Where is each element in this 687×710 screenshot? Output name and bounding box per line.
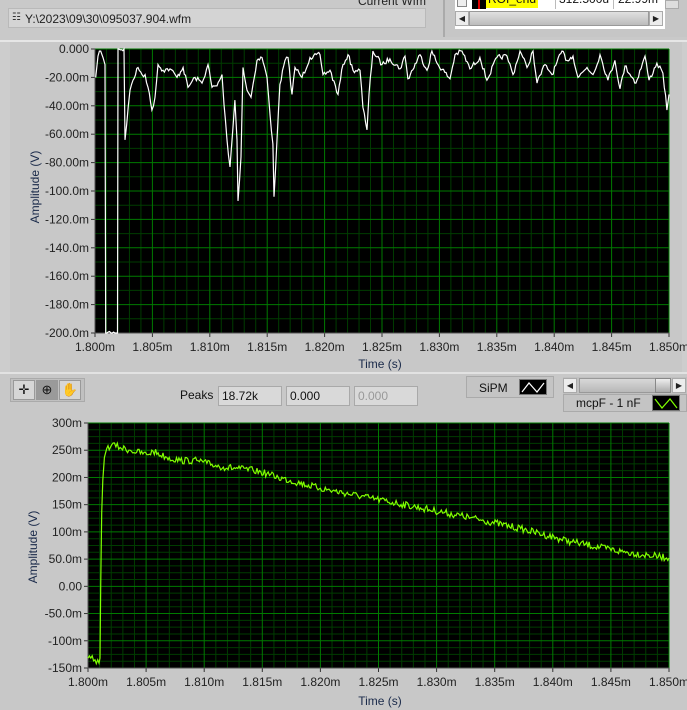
mcpf-line-style-icon [652, 395, 680, 411]
legend-item-sipm[interactable]: SiPM [466, 376, 554, 398]
file-path-icon: ☷ [12, 12, 21, 23]
scroll-thumb[interactable] [469, 11, 649, 26]
y-tick-label: -100.0m [45, 184, 89, 198]
color-swatch [472, 0, 486, 9]
cursor-crosshair-icon[interactable]: ✛ [13, 380, 35, 400]
x-tick-label: 1.840m [534, 340, 574, 354]
y-tick-label: -180.0m [45, 298, 89, 312]
y-tick-label: 100m [52, 525, 82, 539]
file-path-field[interactable]: ☷ Y:\2023\09\30\095037.904.wfm [8, 8, 426, 28]
x-tick-label: 1.810m [184, 675, 224, 689]
x-tick-label: 1.805m [132, 340, 172, 354]
y-tick-label: 0.000 [59, 42, 89, 56]
x-tick-label: 1.835m [477, 340, 517, 354]
x-tick-label: 1.800m [68, 675, 108, 689]
x-tick-label: 1.835m [475, 675, 515, 689]
vertical-scrollbar[interactable] [665, 0, 679, 9]
y-tick-label: -150m [48, 661, 82, 675]
x-tick-label: 1.800m [75, 340, 115, 354]
roi-name-cell[interactable]: ROI_end [486, 0, 539, 8]
peaks-field-3[interactable]: 0.000 [354, 386, 418, 406]
y-tick-label: 250m [52, 443, 82, 457]
y-tick-label: -120.0m [45, 212, 89, 226]
y-tick-label: -40.00m [45, 99, 89, 113]
x-tick-label: 1.805m [126, 675, 166, 689]
legend-scroll-right-icon[interactable]: ▶ [672, 378, 686, 393]
x-tick-label: 1.825m [362, 340, 402, 354]
graph-toolbar: ✛ ⊕ ✋ Peaks 18.72k 0.000 0.000 SiPM ◀ ▶ … [0, 372, 687, 414]
y-tick-label: 0.00 [59, 579, 83, 593]
roi-value2-cell[interactable]: 22.99m [618, 0, 658, 8]
legend-item-mcpf[interactable]: mcpF - 1 nF [563, 394, 687, 412]
legend-scroll-thumb[interactable] [655, 378, 671, 393]
x-tick-label: 1.815m [247, 340, 287, 354]
sipm-waveform-graph[interactable]: 1.800m 1.805m 1.810m 1.815m 1.820m 1.825m 1.83… [0, 0, 687, 372]
scroll-left-arrow-icon[interactable]: ◀ [455, 11, 469, 26]
y-tick-label: -60.00m [45, 127, 89, 141]
x-tick-label: 1.810m [190, 340, 230, 354]
x-axis-title: Time (s) [358, 357, 402, 371]
top-strip: Current Wfm ☷ Y:\2023\09\30\095037.904.w… [0, 0, 687, 42]
sipm-line-style-icon [519, 379, 547, 395]
roi-table-panel: ROI_end 312.500u 22.99m ◀ ▶ [443, 0, 687, 37]
current-wfm-label: Current Wfm [358, 0, 427, 8]
roi-table[interactable]: ROI_end 312.500u 22.99m [455, 0, 665, 9]
x-tick-label: 1.830m [417, 675, 457, 689]
y-tick-label: 50.0m [49, 552, 82, 566]
x-tick-label: 1.825m [358, 675, 398, 689]
y-tick-label: -160.0m [45, 269, 89, 283]
x-axis-title: Time (s) [358, 694, 402, 708]
y-tick-label: -100m [48, 634, 82, 648]
y-tick-label: -50.0m [45, 607, 82, 621]
trace-mcpf-1-nf [87, 441, 670, 666]
y-tick-label: 150m [52, 498, 82, 512]
y-tick-label: 300m [52, 416, 82, 430]
y-tick-label: -80.00m [45, 156, 89, 170]
y-tick-label: -200.0m [45, 326, 89, 340]
roi-value1-cell[interactable]: 312.500u [559, 0, 609, 8]
legend-scrollbar[interactable]: ◀ ▶ [563, 377, 687, 394]
x-tick-label: 1.845m [592, 340, 632, 354]
y-tick-label: -140.0m [45, 241, 89, 255]
x-tick-label: 1.840m [533, 675, 573, 689]
legend-label-mcpf: mcpF - 1 nF [576, 396, 641, 410]
row-checkbox[interactable] [457, 0, 467, 7]
peaks-field-1[interactable]: 18.72k [218, 386, 282, 406]
y-tick-label: -20.00m [45, 70, 89, 84]
pan-hand-icon[interactable]: ✋ [59, 380, 81, 400]
legend-scroll-left-icon[interactable]: ◀ [563, 378, 577, 393]
y-tick-label: 200m [52, 470, 82, 484]
trace-sipm [95, 47, 670, 334]
scroll-right-arrow-icon[interactable]: ▶ [649, 11, 663, 26]
x-tick-label: 1.820m [300, 675, 340, 689]
legend-label-sipm: SiPM [479, 381, 508, 395]
x-tick-label: 1.820m [305, 340, 345, 354]
peaks-label: Peaks [180, 388, 214, 402]
x-tick-label: 1.845m [591, 675, 631, 689]
peaks-field-2[interactable]: 0.000 [286, 386, 350, 406]
x-tick-label: 1.850m [649, 340, 687, 354]
zoom-icon[interactable]: ⊕ [36, 380, 58, 400]
horizontal-scrollbar[interactable]: ◀ ▶ [455, 9, 665, 29]
x-tick-label: 1.830m [419, 340, 459, 354]
x-tick-label: 1.850m [649, 675, 687, 689]
x-tick-label: 1.815m [242, 675, 282, 689]
file-path-text: Y:\2023\09\30\095037.904.wfm [25, 12, 192, 26]
